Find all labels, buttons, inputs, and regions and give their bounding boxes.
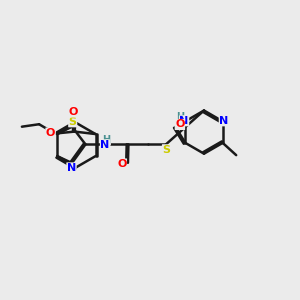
Text: O: O [46, 128, 55, 138]
Text: H: H [176, 112, 184, 122]
Text: N: N [179, 116, 189, 126]
Text: S: S [163, 145, 170, 155]
Text: O: O [69, 107, 78, 117]
Text: O: O [117, 159, 127, 169]
Text: O: O [175, 119, 184, 130]
Text: H: H [102, 135, 110, 145]
Text: N: N [100, 140, 110, 150]
Text: S: S [69, 117, 77, 127]
Text: N: N [67, 163, 76, 173]
Text: N: N [219, 116, 229, 126]
